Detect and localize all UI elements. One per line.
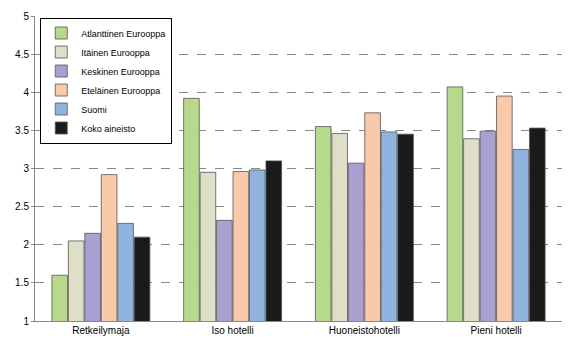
svg-text:2: 2 xyxy=(23,239,29,250)
svg-text:Keskinen Eurooppa: Keskinen Eurooppa xyxy=(81,67,160,77)
svg-text:Eteläinen Eurooppa: Eteläinen Eurooppa xyxy=(81,86,160,96)
svg-text:1: 1 xyxy=(23,316,29,327)
svg-text:3: 3 xyxy=(23,163,29,174)
svg-text:5: 5 xyxy=(23,11,29,22)
svg-text:1.5: 1.5 xyxy=(15,277,29,288)
svg-text:4: 4 xyxy=(23,87,29,98)
svg-text:Koko aineisto: Koko aineisto xyxy=(81,124,135,134)
svg-text:Atlanttinen Eurooppa: Atlanttinen Eurooppa xyxy=(81,29,165,39)
svg-text:2.5: 2.5 xyxy=(15,201,29,212)
svg-text:Suomi: Suomi xyxy=(81,105,107,115)
svg-text:Iso hotelli: Iso hotelli xyxy=(212,325,254,336)
svg-text:Huoneistohotelli: Huoneistohotelli xyxy=(329,325,400,336)
svg-text:4.5: 4.5 xyxy=(15,49,29,60)
svg-text:3.5: 3.5 xyxy=(15,125,29,136)
svg-text:Pieni hotelli: Pieni hotelli xyxy=(471,325,522,336)
svg-text:Retkeilymaja: Retkeilymaja xyxy=(72,325,130,336)
svg-text:Itäinen Eurooppa: Itäinen Eurooppa xyxy=(81,48,150,58)
